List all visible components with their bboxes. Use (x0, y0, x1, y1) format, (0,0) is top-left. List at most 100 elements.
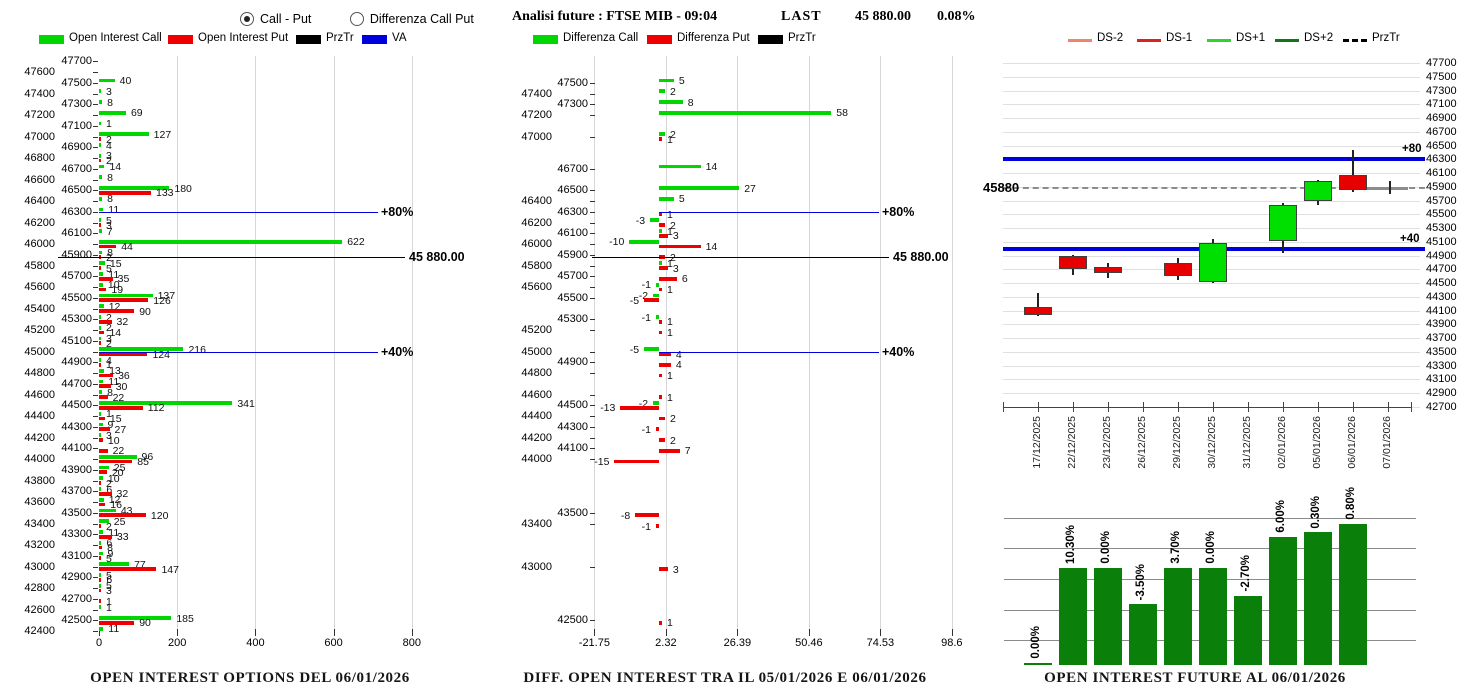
put-bar-value: 1 (666, 391, 673, 404)
put-bar (99, 405, 143, 410)
call-bar (99, 530, 104, 534)
future-oi-bar (1234, 595, 1262, 665)
y-axis-label: 45000 (24, 345, 55, 358)
x-tick (255, 629, 257, 636)
call-bar-value: 6 (106, 537, 113, 550)
gridline-h (1003, 241, 1420, 243)
y-tick (93, 480, 98, 482)
put-bar-value: 1 (106, 595, 112, 608)
put-bar-value: 44 (121, 241, 133, 254)
put-bar-value: 22 (112, 445, 125, 458)
put-bar-value: 35 (117, 273, 130, 286)
legend-label-Differenza Call: Differenza Call (563, 32, 639, 44)
legend-label-VA: VA (392, 32, 407, 44)
radio-group: Call - Put Differenza Call Put (240, 10, 474, 28)
y-tick (93, 620, 98, 622)
put-bar-value: 19 (111, 284, 124, 297)
x-tick (594, 629, 596, 636)
y-axis-label: 47200 (521, 109, 552, 122)
y-tick (93, 61, 98, 63)
candle-wick (1352, 150, 1354, 192)
y-axis-label: 43300 (61, 528, 92, 541)
gridline-h (1003, 338, 1420, 340)
radio-differenza-call-put[interactable]: Differenza Call Put (349, 10, 474, 27)
call-bar (99, 282, 103, 287)
put-bar (99, 513, 146, 518)
x-axis-line (1003, 407, 1412, 408)
put-bar (659, 233, 668, 238)
radio-call-put[interactable]: Call - Put (240, 10, 316, 27)
put-bar (99, 158, 101, 163)
call-bar (653, 401, 659, 405)
future-header-title: Analisi future : FTSE MIB - 09:04 (512, 9, 718, 24)
va-plus40-label: +40% (882, 344, 915, 359)
put-bar-value: 6 (106, 574, 113, 587)
y-tick (93, 244, 98, 246)
future-oi-bar (1199, 567, 1227, 665)
put-bar (99, 330, 105, 335)
x-tick (1318, 402, 1319, 412)
put-bar (99, 373, 114, 378)
y-axis-label: 46900 (61, 141, 92, 154)
y-axis-label: 47200 (24, 109, 55, 122)
prztr-label: 45 880.00 (409, 249, 465, 264)
call-bar (99, 487, 102, 491)
x-tick (99, 629, 100, 636)
call-bar-value: 1 (666, 257, 673, 270)
call-bar-value: 25 (113, 515, 126, 528)
call-bar (99, 540, 102, 545)
call-bar (99, 476, 103, 481)
call-bar (99, 626, 104, 631)
y-axis-label-right: 45300 (1426, 222, 1457, 235)
y-tick (93, 609, 98, 611)
call-bar-value: 6 (106, 483, 113, 496)
y-axis-label: 46100 (61, 227, 92, 240)
legend-line-DS+1 (1207, 39, 1231, 42)
y-tick (93, 566, 98, 568)
va-plus80-line (1003, 157, 1425, 162)
y-axis-label: 45000 (521, 345, 552, 358)
put-bar (659, 266, 668, 270)
y-tick (93, 523, 98, 525)
y-tick (93, 330, 98, 332)
y-axis-label: 45300 (557, 313, 588, 326)
y-axis-label: 46700 (61, 162, 92, 175)
gridline-v (255, 56, 257, 631)
put-bar-value: 2 (669, 434, 676, 447)
call-bar (99, 508, 116, 513)
call-bar (99, 336, 101, 341)
x-tick-label: 600 (324, 637, 343, 649)
y-axis-label: 43000 (24, 560, 55, 573)
radio-call-put-icon[interactable] (240, 11, 254, 26)
y-tick (590, 115, 595, 117)
x-tick (808, 629, 810, 636)
y-axis-label: 43000 (521, 560, 552, 573)
future-oi-bar-label: 0.00% (1205, 531, 1217, 564)
call-bar-value: 11 (108, 376, 120, 388)
y-tick (93, 426, 98, 428)
call-bar (659, 229, 662, 233)
call-bar-value: 12 (108, 300, 121, 313)
y-tick (93, 136, 98, 138)
radio-differenza-icon[interactable] (349, 11, 364, 26)
put-bar (659, 330, 662, 335)
put-bar-value: 3 (672, 230, 679, 243)
y-axis-label-right: 45900 (1426, 180, 1457, 193)
call-bar (99, 218, 101, 223)
y-axis-label: 44300 (61, 420, 92, 433)
gridline-h (1003, 228, 1420, 230)
call-bar-value: 11 (108, 623, 120, 636)
y-tick (93, 297, 98, 299)
y-tick (590, 82, 595, 84)
y-axis-label: 45100 (61, 334, 92, 347)
y-axis-label: 46700 (557, 162, 588, 175)
y-axis-label-right: 47300 (1426, 84, 1457, 97)
future-oi-bar-label: 10.30% (1065, 524, 1077, 564)
put-bar-value: 1 (106, 359, 112, 372)
call-bar (629, 239, 659, 244)
call-bar (656, 282, 659, 287)
put-bar-value: 2 (669, 413, 676, 426)
call-bar (99, 401, 233, 405)
y-axis-label: 47000 (24, 130, 55, 143)
